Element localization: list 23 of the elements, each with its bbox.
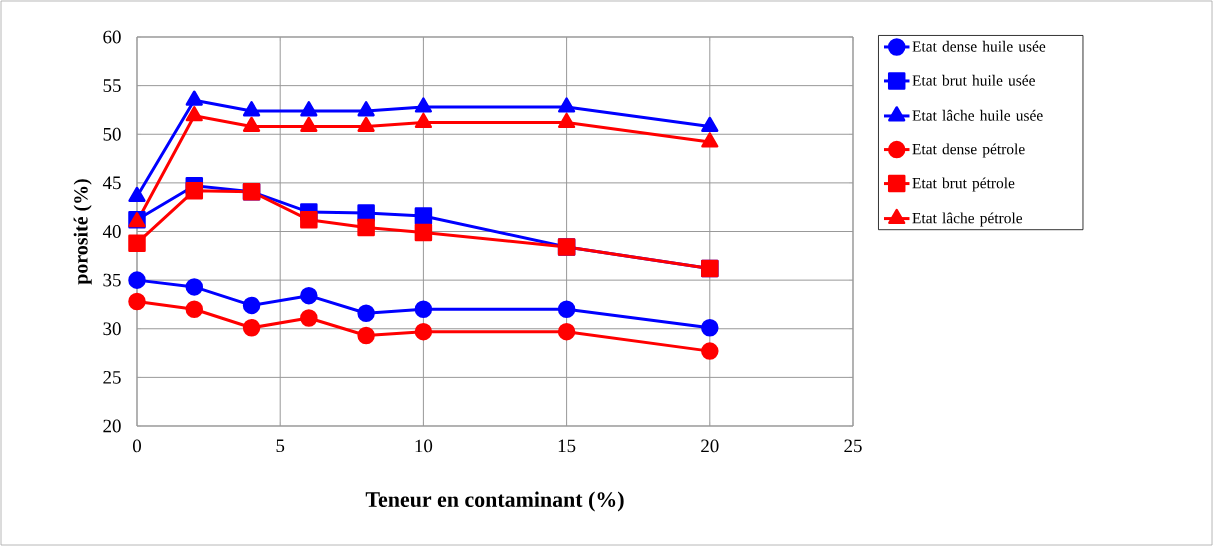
x-axis-title: Teneur en contaminant (%) bbox=[365, 491, 624, 512]
x-tick-label: 10 bbox=[415, 439, 433, 453]
x-tick-label: 15 bbox=[558, 439, 576, 453]
y-axis-title: porosité (%) bbox=[73, 179, 92, 285]
y-tick-label: 30 bbox=[103, 322, 121, 336]
legend-label: Etat brut huile usée bbox=[912, 74, 1035, 86]
legend-label: Etat dense huile usée bbox=[912, 40, 1046, 52]
legend-label: Etat dense pétrole bbox=[912, 143, 1025, 158]
legend-label: Etat lâche huile usée bbox=[912, 109, 1043, 121]
y-tick-label: 40 bbox=[102, 225, 121, 238]
x-tick-label: 20 bbox=[701, 439, 719, 453]
y-tick-label: 25 bbox=[103, 371, 121, 384]
y-tick-label: 20 bbox=[103, 419, 121, 433]
y-tick-label: 60 bbox=[103, 30, 121, 44]
legend-label: Etat lâche pétrole bbox=[912, 212, 1023, 227]
x-tick-label: 25 bbox=[844, 439, 862, 453]
x-tick-label: 5 bbox=[276, 439, 285, 453]
y-tick-label: 45 bbox=[102, 176, 121, 190]
y-tick-label: 35 bbox=[103, 273, 121, 287]
legend-label: Etat brut pétrole bbox=[912, 177, 1015, 192]
x-tick-label: 0 bbox=[132, 439, 141, 453]
y-tick-label: 50 bbox=[103, 127, 121, 141]
y-tick-label: 55 bbox=[103, 79, 121, 92]
